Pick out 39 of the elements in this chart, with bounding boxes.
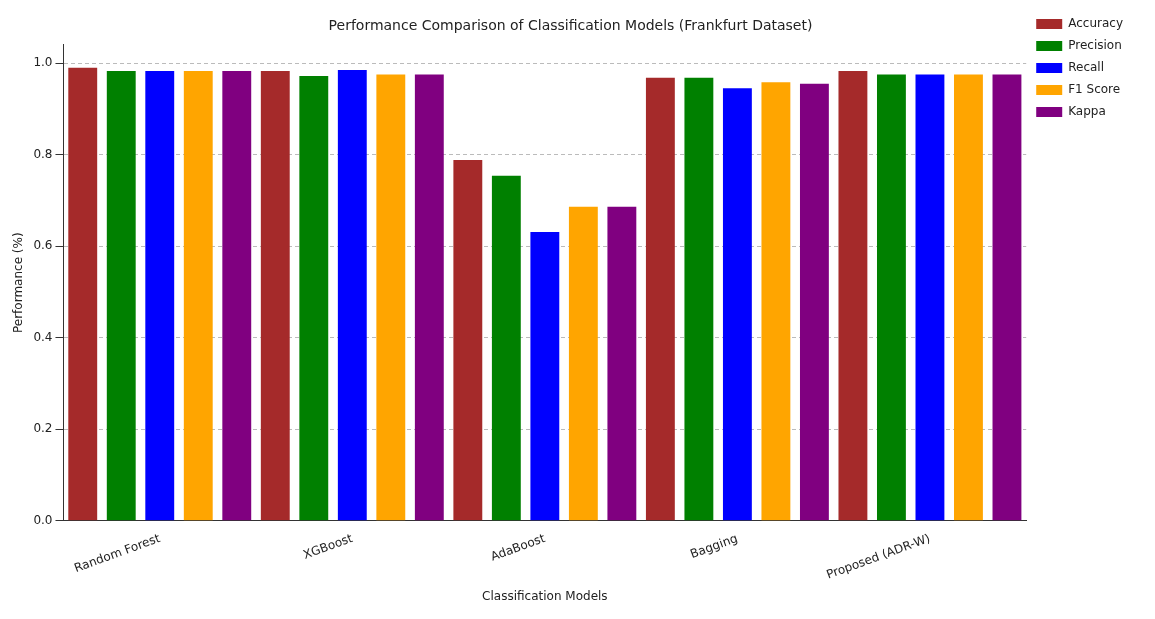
bar <box>799 83 829 521</box>
bar <box>530 231 560 521</box>
bar <box>414 74 444 521</box>
chart-title: Performance Comparison of Classification Models (Frankfurt Dataset) <box>328 17 813 34</box>
y-tick-label: 0.2 <box>33 421 53 436</box>
y-tick-label: 0.4 <box>33 329 53 344</box>
y-tick-label: 0.6 <box>33 238 53 253</box>
bar <box>954 74 983 521</box>
bar <box>68 67 98 521</box>
bar <box>992 74 1022 521</box>
bar <box>453 160 483 521</box>
bar <box>684 77 714 521</box>
bar <box>607 206 637 521</box>
bar <box>761 82 791 521</box>
bar <box>299 75 329 521</box>
bar <box>645 77 675 521</box>
bar <box>838 70 868 521</box>
legend-label: Accuracy <box>1068 16 1124 31</box>
bar <box>376 74 406 521</box>
bar <box>145 70 175 521</box>
bar <box>183 70 213 521</box>
legend-label: Recall <box>1068 60 1105 75</box>
bar <box>876 74 906 521</box>
legend-label: Kappa <box>1068 104 1106 119</box>
legend-label: Precision <box>1068 38 1122 53</box>
x-axis-title: Classification Models <box>482 588 608 603</box>
bar <box>568 206 598 521</box>
y-tick-label: 1.0 <box>33 55 53 70</box>
bar <box>260 70 290 521</box>
y-tick-label: 0.0 <box>33 512 53 527</box>
bar <box>222 70 252 521</box>
y-tick-label: 0.8 <box>33 146 53 161</box>
bar <box>337 69 367 521</box>
bar <box>106 70 136 521</box>
bar <box>722 88 752 521</box>
bar <box>491 175 521 521</box>
legend-label: F1 Score <box>1068 82 1121 97</box>
y-axis-title: Performance (%) <box>11 232 26 334</box>
bar <box>915 74 945 521</box>
